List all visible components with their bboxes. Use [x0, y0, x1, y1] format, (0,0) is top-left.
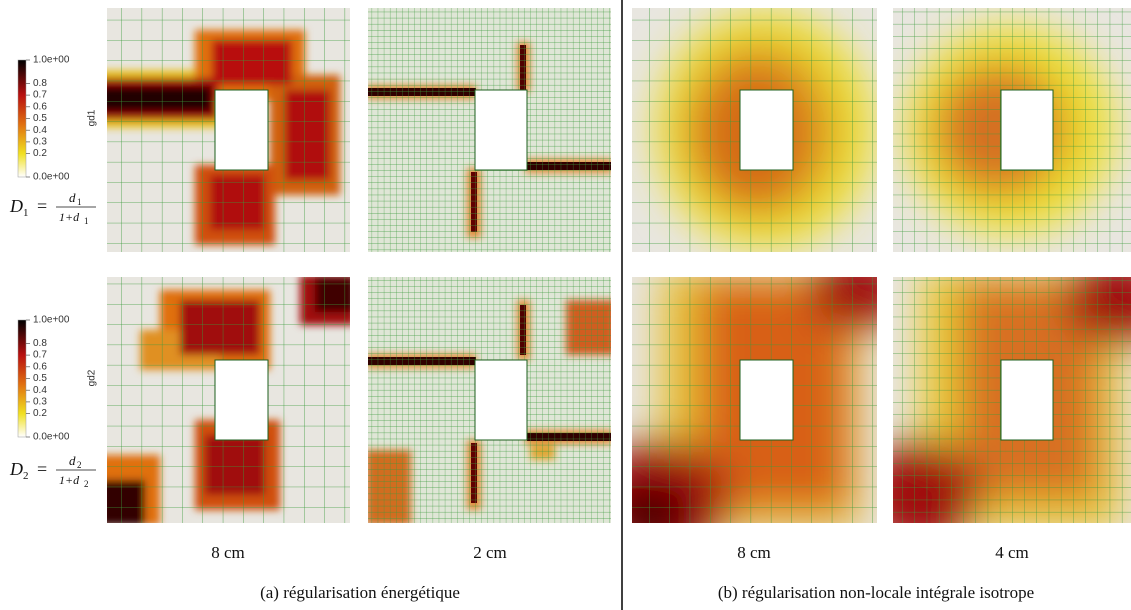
field-panel: [107, 8, 350, 252]
colorbar-tick-label: 0.5: [33, 113, 47, 124]
field-panel: [368, 8, 611, 252]
formula-part: d: [69, 190, 76, 205]
colorbar: gd2 1.0e+00 0.80.70.60.50.40.30.2 0.0e+00: [17, 315, 98, 443]
formula-part: d: [69, 453, 76, 468]
formula-part: =: [37, 459, 47, 479]
colorbar-tick-label: 1.0e+00: [33, 315, 70, 326]
colorbar-tick-label: 0.2: [33, 408, 47, 419]
field-panel: [893, 8, 1131, 252]
caption: (b) régularisation non-locale intégrale …: [718, 583, 1034, 602]
formula-part: D: [9, 196, 23, 216]
field-panel: [632, 8, 877, 252]
labels: 8 cm 2 cm 8 cm 4 cm (a) régularisation é…: [211, 543, 1034, 602]
formulas: D 1 = d 11+d 1D 2 = d 21+d 2: [9, 190, 96, 489]
colorbar-tick-label: 0.8: [33, 78, 47, 89]
formula-part: 1: [77, 197, 82, 207]
colorbar-tick-label: 0.6: [33, 101, 47, 112]
formula-part: D: [9, 459, 23, 479]
formula-part: 1: [23, 207, 29, 219]
formula-part: 1+d: [59, 473, 80, 487]
panel-label: 8 cm: [211, 543, 245, 562]
colorbar-tick-label: 0.3: [33, 137, 47, 148]
colorbar-tick-label: 1.0e+00: [33, 55, 70, 66]
panel-label: 2 cm: [473, 543, 507, 562]
formula-part: =: [37, 196, 47, 216]
colorbar-tick-label: 0.7: [33, 350, 47, 361]
field-panel: [632, 277, 877, 523]
colorbar-tick-label: 0.7: [33, 90, 47, 101]
formula-part: 2: [77, 460, 82, 470]
caption: (a) régularisation énergétique: [260, 583, 460, 602]
field-panel: [368, 277, 611, 523]
panel-label: 4 cm: [995, 543, 1029, 562]
colorbar-tick-label: 0.4: [33, 385, 47, 396]
panel-label: 8 cm: [737, 543, 771, 562]
colorbar-tick-label: 0.3: [33, 397, 47, 408]
formula-part: 1+d: [59, 210, 80, 224]
colorbar-title: gd2: [87, 369, 98, 386]
colorbar: gd1 1.0e+00 0.80.70.60.50.40.30.2 0.0e+00: [17, 55, 98, 183]
colorbar-tick-label: 0.2: [33, 148, 47, 159]
colorbar-tick-label: 0.0e+00: [33, 172, 70, 183]
formula-part: 2: [23, 470, 29, 482]
colorbar-tick-label: 0.8: [33, 338, 47, 349]
colorbar-tick-label: 0.5: [33, 373, 47, 384]
formula-part: 1: [84, 216, 89, 226]
colorbar-title: gd1: [87, 109, 98, 126]
formula-part: 2: [84, 479, 89, 489]
colorbar-tick-label: 0.4: [33, 125, 47, 136]
field-panel: [107, 277, 350, 523]
colorbar-tick-label: 0.6: [33, 361, 47, 372]
colorbar-tick-label: 0.0e+00: [33, 432, 70, 443]
field-panel: [893, 277, 1131, 523]
